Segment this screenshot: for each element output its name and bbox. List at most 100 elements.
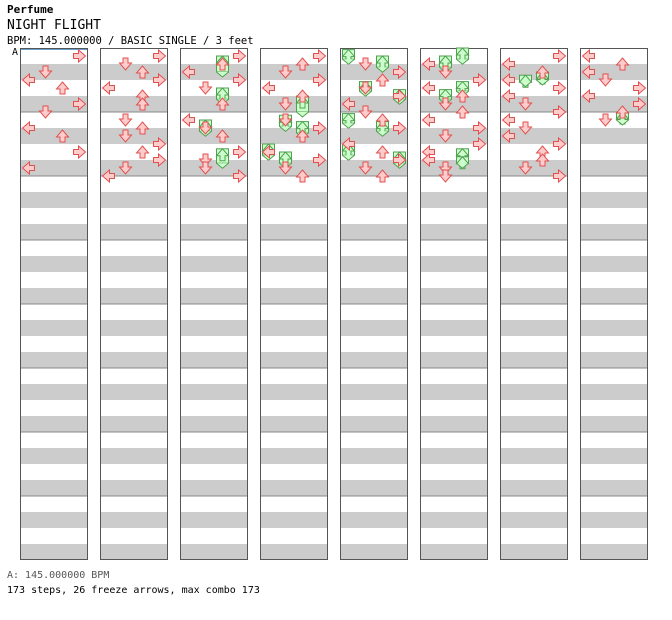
right-arrow-icon bbox=[313, 152, 327, 168]
stripe bbox=[580, 64, 648, 80]
left-arrow-icon bbox=[341, 136, 355, 152]
stripe bbox=[420, 64, 488, 80]
stripe bbox=[100, 384, 168, 400]
left-arrow-icon bbox=[581, 88, 595, 104]
chart-column-border bbox=[420, 48, 488, 560]
stripe bbox=[20, 512, 88, 528]
stripe bbox=[580, 288, 648, 304]
up-arrow-icon bbox=[295, 129, 310, 143]
up-arrow-icon bbox=[135, 145, 150, 159]
down-arrow-icon bbox=[518, 161, 533, 175]
right-arrow-icon bbox=[73, 144, 87, 160]
down-arrow-icon bbox=[598, 113, 613, 127]
stripe bbox=[20, 64, 88, 80]
stripe bbox=[180, 256, 248, 272]
stripe bbox=[180, 320, 248, 336]
right-arrow-icon bbox=[633, 96, 647, 112]
right-arrow-icon bbox=[553, 136, 567, 152]
stripe bbox=[100, 480, 168, 496]
stripe bbox=[20, 448, 88, 464]
stripe bbox=[420, 544, 488, 560]
chart-column-border bbox=[180, 48, 248, 560]
left-arrow-icon bbox=[101, 80, 115, 96]
stripe bbox=[500, 448, 568, 464]
stripe bbox=[580, 160, 648, 176]
up-arrow-icon bbox=[375, 169, 390, 183]
down-arrow-icon bbox=[118, 129, 133, 143]
stripe bbox=[100, 224, 168, 240]
stripe bbox=[260, 512, 328, 528]
right-arrow-icon bbox=[553, 168, 567, 184]
stripe bbox=[180, 352, 248, 368]
stripe bbox=[340, 256, 408, 272]
down-arrow-icon bbox=[118, 161, 133, 175]
stripe bbox=[340, 352, 408, 368]
up-arrow-icon bbox=[535, 65, 550, 79]
stripe bbox=[580, 480, 648, 496]
freeze-tail bbox=[519, 81, 532, 88]
stripe bbox=[20, 480, 88, 496]
stripe bbox=[420, 448, 488, 464]
stripe bbox=[100, 128, 168, 144]
stripe bbox=[20, 256, 88, 272]
freeze-head-icon bbox=[341, 143, 356, 157]
stripe bbox=[340, 448, 408, 464]
stripe bbox=[260, 416, 328, 432]
right-arrow-icon bbox=[393, 88, 407, 104]
stripe bbox=[100, 256, 168, 272]
stripe bbox=[420, 288, 488, 304]
stripe bbox=[180, 544, 248, 560]
stripe bbox=[260, 544, 328, 560]
down-arrow-icon bbox=[518, 121, 533, 135]
stripe bbox=[340, 416, 408, 432]
footer-bpm: A: 145.000000 BPM bbox=[7, 570, 110, 581]
up-arrow-icon bbox=[295, 169, 310, 183]
chart-column-border bbox=[580, 48, 648, 560]
stripe bbox=[340, 96, 408, 112]
right-arrow-icon bbox=[393, 152, 407, 168]
stripe bbox=[420, 160, 488, 176]
stripe bbox=[260, 192, 328, 208]
up-arrow-icon bbox=[375, 145, 390, 159]
stripe bbox=[580, 320, 648, 336]
stripe bbox=[260, 256, 328, 272]
stripe bbox=[260, 64, 328, 80]
stripe bbox=[340, 320, 408, 336]
chart-column-border bbox=[260, 48, 328, 560]
down-arrow-icon bbox=[598, 73, 613, 87]
stripe bbox=[180, 448, 248, 464]
stripe bbox=[20, 544, 88, 560]
down-arrow-icon bbox=[358, 161, 373, 175]
stripe bbox=[20, 96, 88, 112]
freeze-head-icon bbox=[375, 55, 390, 69]
stripe bbox=[260, 320, 328, 336]
stripe bbox=[420, 96, 488, 112]
stripe bbox=[20, 192, 88, 208]
up-arrow-icon bbox=[375, 113, 390, 127]
stripe bbox=[180, 96, 248, 112]
stripe bbox=[500, 64, 568, 80]
up-arrow-icon bbox=[295, 89, 310, 103]
stripe bbox=[340, 384, 408, 400]
freeze-tail bbox=[342, 122, 355, 129]
stripe bbox=[20, 160, 88, 176]
freeze-tail bbox=[342, 58, 355, 65]
up-arrow-icon bbox=[135, 65, 150, 79]
right-arrow-icon bbox=[473, 136, 487, 152]
right-arrow-icon bbox=[553, 80, 567, 96]
left-arrow-icon bbox=[181, 64, 195, 80]
left-arrow-icon bbox=[501, 56, 515, 72]
right-arrow-icon bbox=[473, 72, 487, 88]
stripe bbox=[260, 160, 328, 176]
right-arrow-icon bbox=[553, 48, 567, 64]
up-arrow-icon bbox=[215, 57, 230, 71]
stripe bbox=[260, 448, 328, 464]
left-arrow-icon bbox=[421, 144, 435, 160]
right-arrow-icon bbox=[233, 144, 247, 160]
right-arrow-icon bbox=[313, 48, 327, 64]
left-arrow-icon bbox=[581, 48, 595, 64]
stripe bbox=[340, 480, 408, 496]
right-arrow-icon bbox=[393, 120, 407, 136]
left-arrow-icon bbox=[501, 72, 515, 88]
